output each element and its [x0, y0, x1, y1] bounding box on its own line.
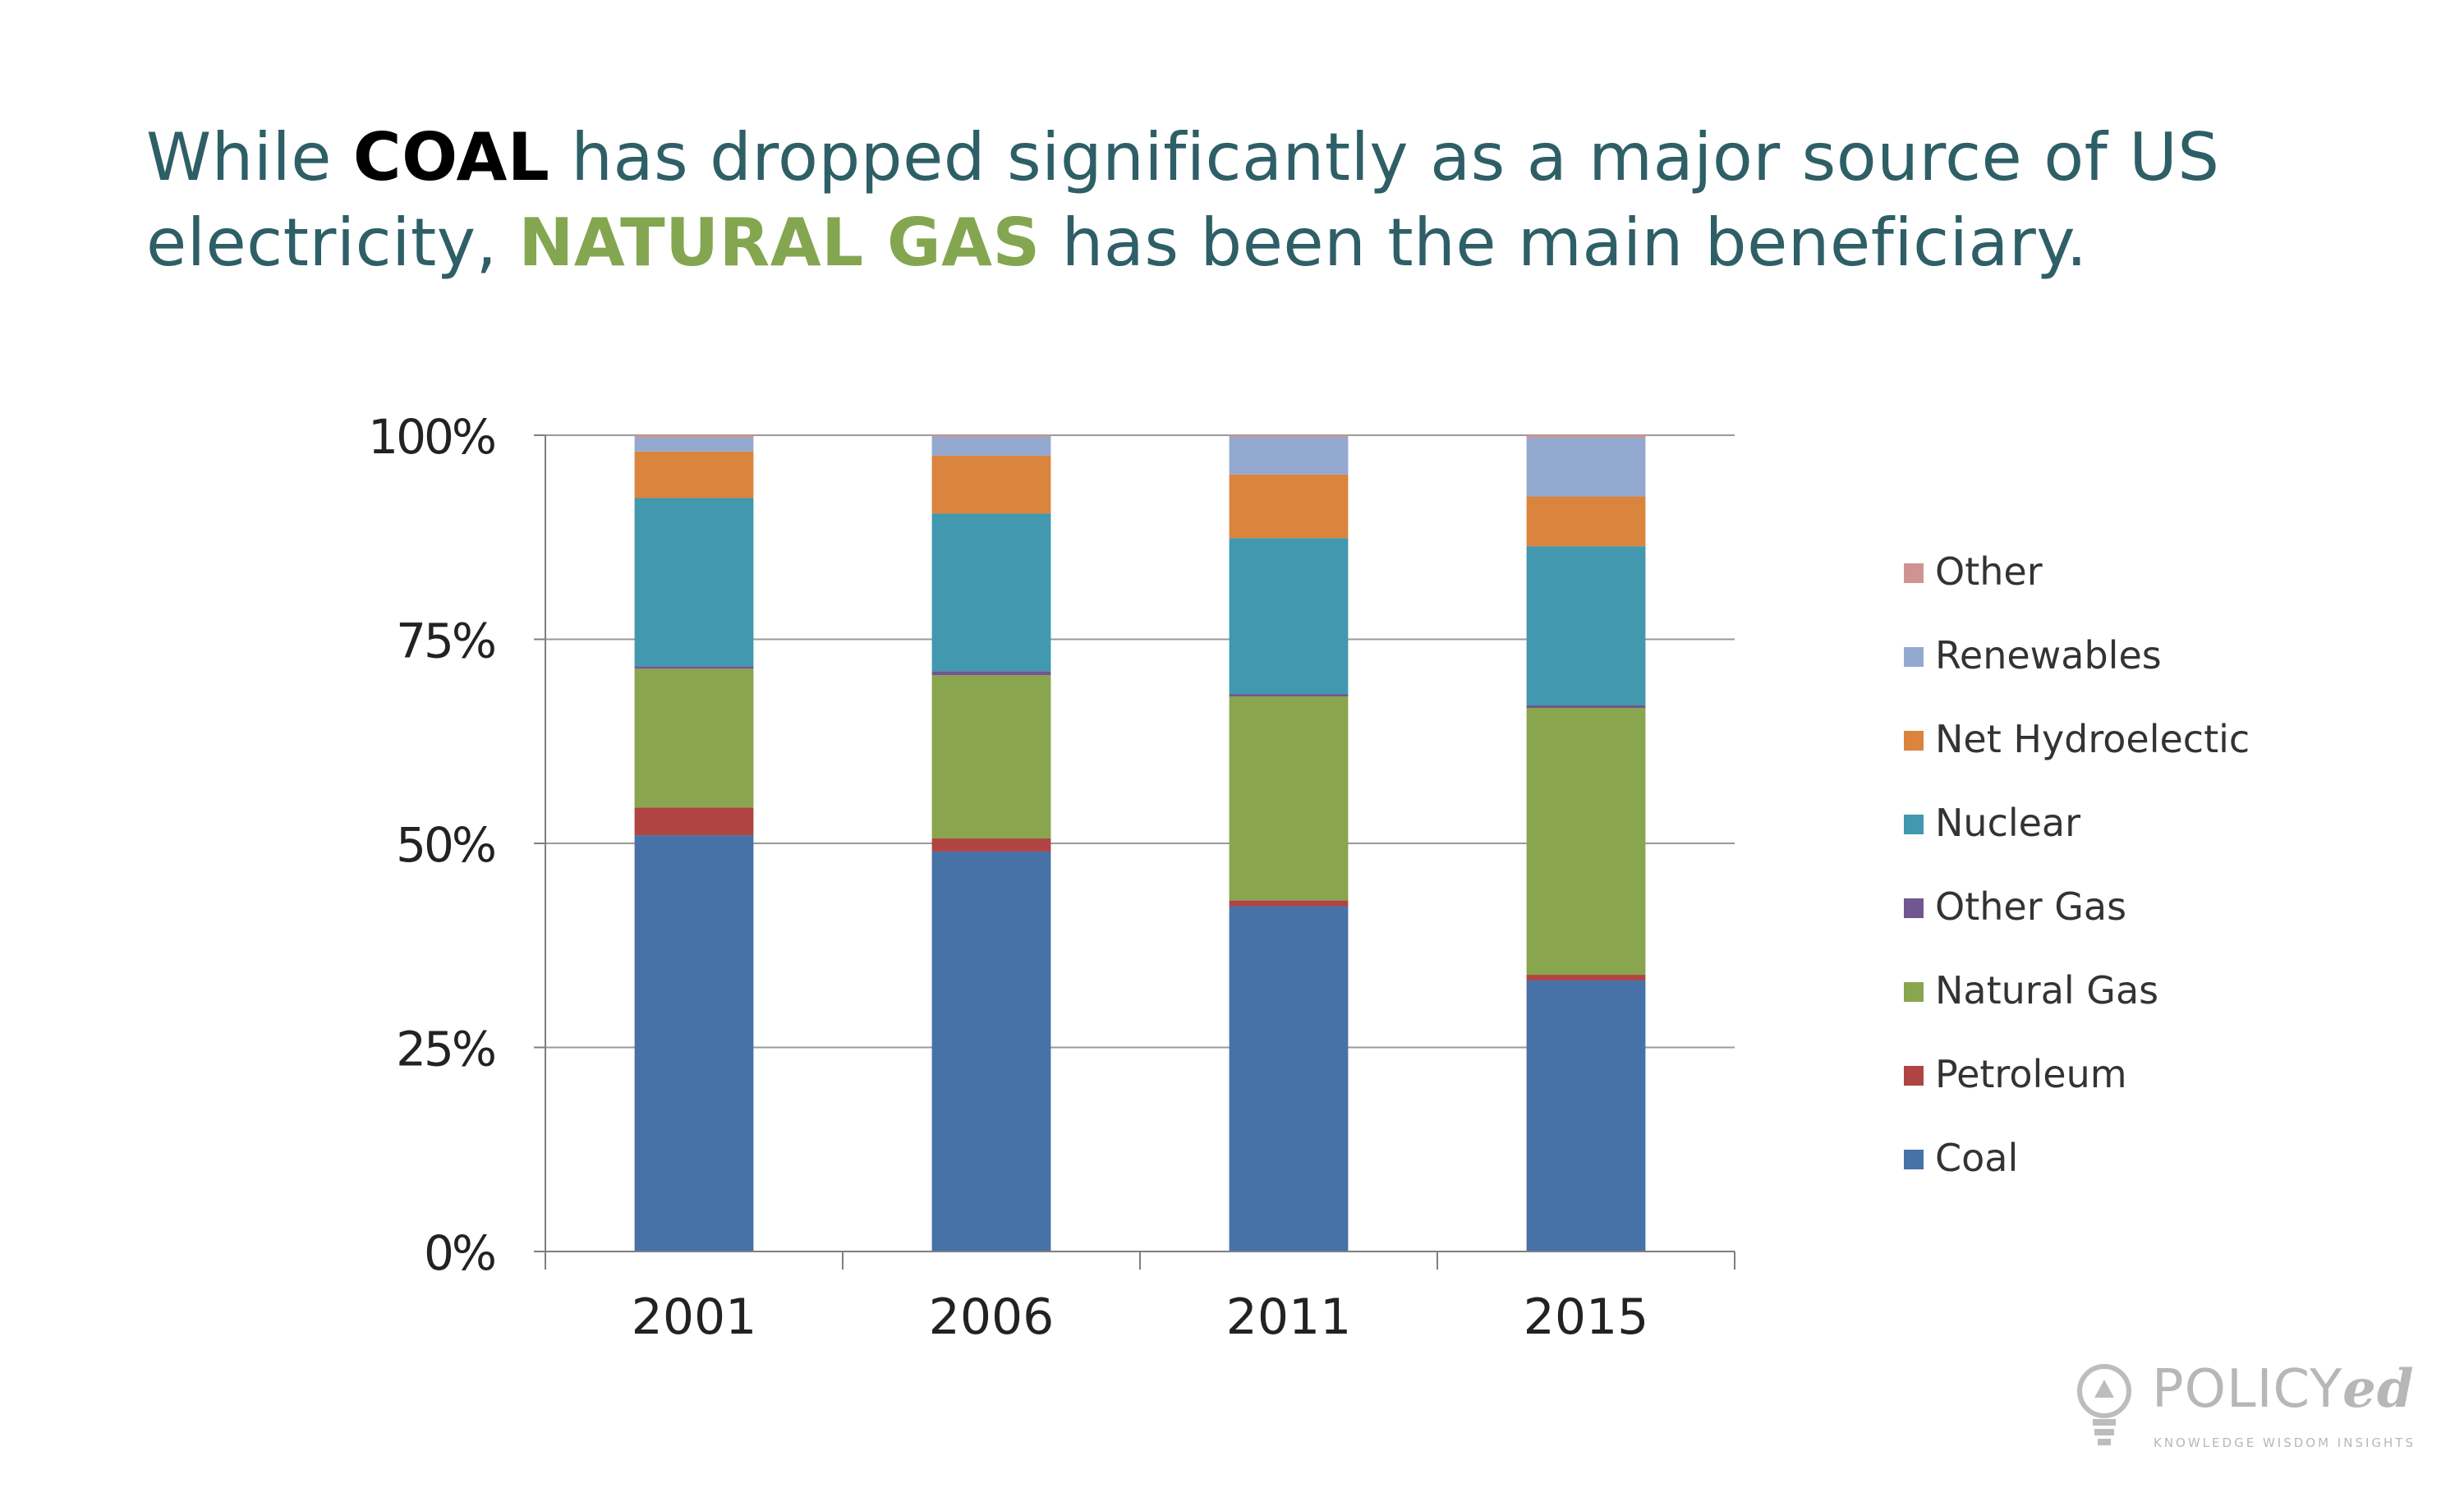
x-tick-label-2001: 2001: [632, 1288, 757, 1346]
bar-coal-2001: [634, 835, 754, 1251]
x-tick-label-2006: 2006: [929, 1288, 1055, 1346]
legend-item-nuclear: Nuclear: [1904, 801, 2080, 845]
bar-natural-gas-2006: [931, 675, 1051, 839]
bar-petroleum-2015: [1526, 975, 1646, 981]
legend-item-petroleum: Petroleum: [1904, 1052, 2127, 1096]
legend-label-natural-gas: Natural Gas: [1935, 968, 2158, 1013]
legend-swatch-net-hydroelectic: [1904, 731, 1924, 751]
bar-coal-2011: [1229, 906, 1349, 1251]
y-tick-labels: 0% 25% 50% 75% 100%: [368, 409, 497, 1281]
legend-label-coal: Coal: [1935, 1136, 2018, 1180]
headline-part-2: has dropped significantly as a major sou…: [146, 119, 2220, 281]
headline-natural-gas: NATURAL GAS: [518, 204, 1041, 281]
legend-swatch-coal: [1904, 1150, 1924, 1169]
bar-other-2006: [931, 435, 1051, 437]
legend-item-natural-gas: Natural Gas: [1904, 968, 2158, 1013]
legend-item-other-gas: Other Gas: [1904, 884, 2126, 929]
bar-other-2015: [1526, 435, 1646, 438]
bar-renewables-2015: [1526, 437, 1646, 497]
bar-nuclear-2006: [931, 513, 1051, 672]
x-tick-label-2011: 2011: [1226, 1288, 1352, 1346]
legend-label-other-gas: Other Gas: [1935, 884, 2126, 929]
x-tick-label-2015: 2015: [1524, 1288, 1649, 1346]
lightbulb-icon: [2077, 1364, 2131, 1445]
legend-item-other: Other: [1904, 549, 2043, 594]
bars: [634, 435, 1646, 1251]
y-tick-label-50: 50%: [396, 817, 494, 873]
bar-other-2011: [1229, 435, 1349, 437]
legend-label-renewables: Renewables: [1935, 633, 2162, 677]
legend-label-nuclear: Nuclear: [1935, 801, 2080, 845]
bar-renewables-2011: [1229, 436, 1349, 475]
bar-other-gas-2001: [634, 666, 754, 669]
bar-stack-2001: [634, 435, 754, 1251]
headline-part-1: While: [146, 119, 353, 195]
legend-swatch-renewables: [1904, 647, 1924, 667]
legend-swatch-natural-gas: [1904, 982, 1924, 1002]
bar-stack-2015: [1526, 435, 1646, 1251]
legend-item-renewables: Renewables: [1904, 633, 2162, 677]
y-tick-label-25: 25%: [396, 1022, 494, 1077]
bar-other-gas-2015: [1526, 705, 1646, 708]
legend-item-net-hydroelectic: Net Hydroelectic: [1904, 717, 2250, 761]
logo-ed: ed: [2342, 1358, 2415, 1420]
bar-petroleum-2011: [1229, 900, 1349, 907]
legend-swatch-other: [1904, 563, 1924, 583]
logo-tagline: KNOWLEDGE WISDOM INSIGHTS: [2154, 1435, 2416, 1450]
bar-coal-2015: [1526, 980, 1646, 1251]
bar-natural-gas-2011: [1229, 696, 1349, 901]
legend-label-other: Other: [1935, 549, 2043, 594]
logo-wordmark: POLICYed: [2152, 1358, 2415, 1420]
bar-other-gas-2006: [931, 671, 1051, 676]
bar-nuclear-2015: [1526, 546, 1646, 706]
headline-part-3: has been the main beneficiary.: [1040, 204, 2088, 281]
bar-net-hydroelectic-2015: [1526, 496, 1646, 547]
bar-petroleum-2006: [931, 838, 1051, 852]
legend: Other Renewables Net Hydroelectic Nuclear Ot…: [1904, 549, 2250, 1180]
legend-swatch-other-gas: [1904, 898, 1924, 918]
bar-other-2001: [634, 435, 754, 438]
bar-stack-2006: [931, 435, 1051, 1251]
axes: [534, 434, 1735, 1270]
bar-natural-gas-2015: [1526, 707, 1646, 976]
legend-item-coal: Coal: [1904, 1136, 2018, 1180]
bar-nuclear-2001: [634, 498, 754, 667]
bar-nuclear-2011: [1229, 538, 1349, 695]
bar-petroleum-2001: [634, 807, 754, 836]
bar-net-hydroelectic-2006: [931, 455, 1051, 514]
y-tick-label-0: 0%: [424, 1225, 494, 1281]
policyed-logo: POLICYed KNOWLEDGE WISDOM INSIGHTS: [2070, 1355, 2431, 1462]
bar-renewables-2001: [634, 437, 754, 452]
bar-natural-gas-2001: [634, 668, 754, 808]
legend-swatch-nuclear: [1904, 815, 1924, 834]
bar-net-hydroelectic-2001: [634, 451, 754, 498]
bar-stack-2011: [1229, 435, 1349, 1251]
bar-net-hydroelectic-2011: [1229, 474, 1349, 539]
bar-renewables-2006: [931, 436, 1051, 456]
bar-other-gas-2011: [1229, 694, 1349, 697]
legend-label-net-hydroelectic: Net Hydroelectic: [1935, 717, 2250, 761]
headline: While COAL has dropped significantly as …: [146, 115, 2413, 286]
y-tick-label-75: 75%: [396, 613, 494, 669]
logo-policy: POLICY: [2152, 1359, 2343, 1420]
bar-coal-2006: [931, 851, 1051, 1251]
x-tick-labels: 2001 2006 2011 2015: [632, 1288, 1649, 1346]
legend-label-petroleum: Petroleum: [1935, 1052, 2127, 1096]
headline-coal: COAL: [352, 119, 550, 195]
legend-swatch-petroleum: [1904, 1066, 1924, 1086]
y-tick-label-100: 100%: [368, 409, 494, 465]
